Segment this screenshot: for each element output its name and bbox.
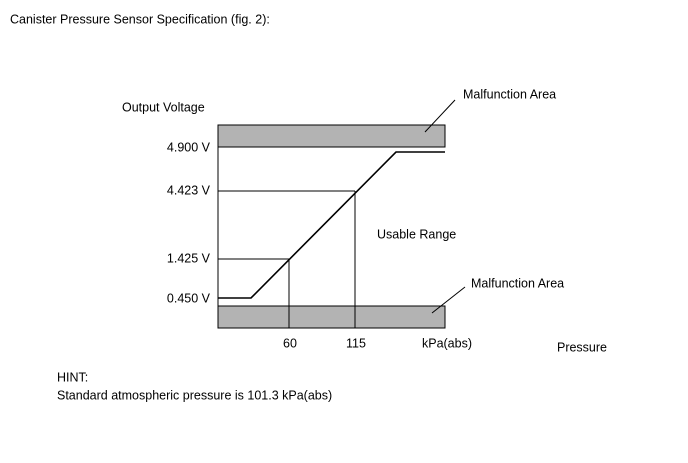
leader-line: [431, 286, 466, 314]
annotation: Usable Range: [377, 227, 456, 241]
annotation: Malfunction Area: [471, 276, 564, 290]
x-label: kPa(abs): [422, 336, 472, 350]
hint-text: Standard atmospheric pressure is 101.3 k…: [57, 388, 332, 402]
y-label: 1.425 V: [167, 251, 211, 265]
y-title: Output Voltage: [122, 100, 205, 114]
caption: Canister Pressure Sensor Specification (…: [10, 12, 270, 26]
x-title: Pressure: [557, 340, 607, 354]
x-label: 60: [283, 336, 297, 350]
hint-title: HINT:: [57, 370, 88, 384]
leader-line: [424, 99, 456, 133]
annotation: Malfunction Area: [463, 87, 556, 101]
lower-malfunction-band: [217, 305, 446, 329]
y-label: 4.423 V: [167, 183, 211, 197]
figure: Output Voltage 4.900 V 4.423 V 1.425 V 0…: [122, 87, 607, 354]
upper-malfunction-band: [217, 124, 446, 148]
y-label: 0.450 V: [167, 291, 211, 305]
output-curve: [218, 151, 445, 299]
x-label: 115: [346, 336, 366, 350]
y-label: 4.900 V: [167, 140, 211, 154]
